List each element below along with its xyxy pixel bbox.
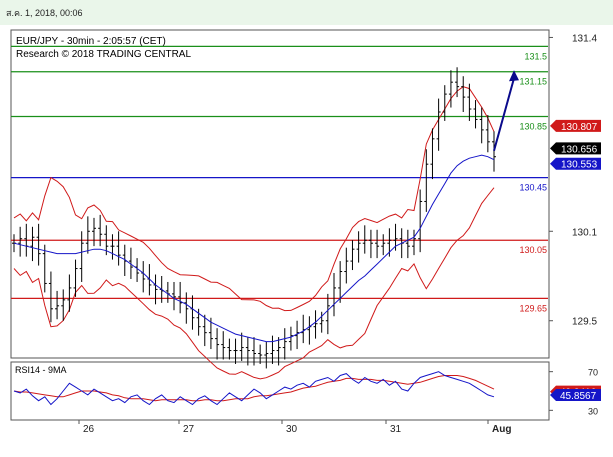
moving-average: [13, 154, 495, 343]
price-badge: [550, 142, 601, 155]
level-label: 130.85: [519, 121, 547, 131]
rsi-panel-frame: [10, 361, 550, 421]
chart-title: EUR/JPY - 30min - 2:05:57 (CET): [16, 36, 166, 47]
bollinger-bands: [13, 86, 495, 380]
price-badge-label: 130.807: [561, 122, 598, 133]
y-tick-label: 130.1: [572, 227, 597, 238]
y-tick-label: 131.4: [572, 33, 597, 44]
bollinger-lower: [13, 187, 495, 380]
rsi-y-tick-label: 30: [588, 406, 598, 416]
price-badge: [550, 157, 601, 170]
price-badge-label: 130.656: [561, 144, 598, 155]
price-bars: [12, 67, 496, 369]
x-axis: 26 27 30 31 Aug: [78, 420, 511, 435]
rsi-y-tick-label: 70: [588, 368, 598, 378]
x-tick-label: Aug: [492, 424, 511, 435]
projection-arrowhead: [509, 70, 519, 82]
x-tick-label: 26: [83, 424, 95, 435]
projection-line: [493, 77, 515, 152]
header-datetime: ส.ค. 1, 2018, 00:06: [6, 8, 83, 18]
level-label: 131.15: [519, 77, 547, 87]
price-badges: 130.807 130.656 130.553: [550, 119, 601, 171]
level-label: 129.65: [519, 303, 547, 313]
level-label: 130.05: [519, 245, 547, 255]
main-panel-frame: [10, 29, 550, 359]
price-badge-label: 130.553: [561, 160, 598, 171]
level-label: 131.5: [524, 51, 547, 61]
x-tick-label: 27: [183, 424, 195, 435]
rsi-line: [13, 371, 495, 406]
sma-line: [13, 154, 495, 343]
bollinger-upper: [13, 86, 495, 312]
y-axis: 129.5 130.1 131.4: [549, 33, 597, 328]
y-tick-label: 129.5: [572, 317, 597, 328]
rsi-badge: [550, 389, 601, 402]
chart-subtitle: Research © 2018 TRADING CENTRAL: [16, 49, 191, 60]
x-tick-label: 30: [286, 424, 298, 435]
rsi-panel: 307049.341645.8567: [13, 368, 601, 416]
rsi-label: RSI14 - 9MA: [15, 365, 67, 375]
price-badge: [550, 119, 601, 132]
x-tick-label: 31: [390, 424, 402, 435]
rsi-badge-label: 45.8567: [560, 391, 597, 402]
level-label: 130.45: [519, 183, 547, 193]
projection-arrow: [493, 70, 519, 152]
header-bar: ส.ค. 1, 2018, 00:06: [0, 0, 613, 25]
